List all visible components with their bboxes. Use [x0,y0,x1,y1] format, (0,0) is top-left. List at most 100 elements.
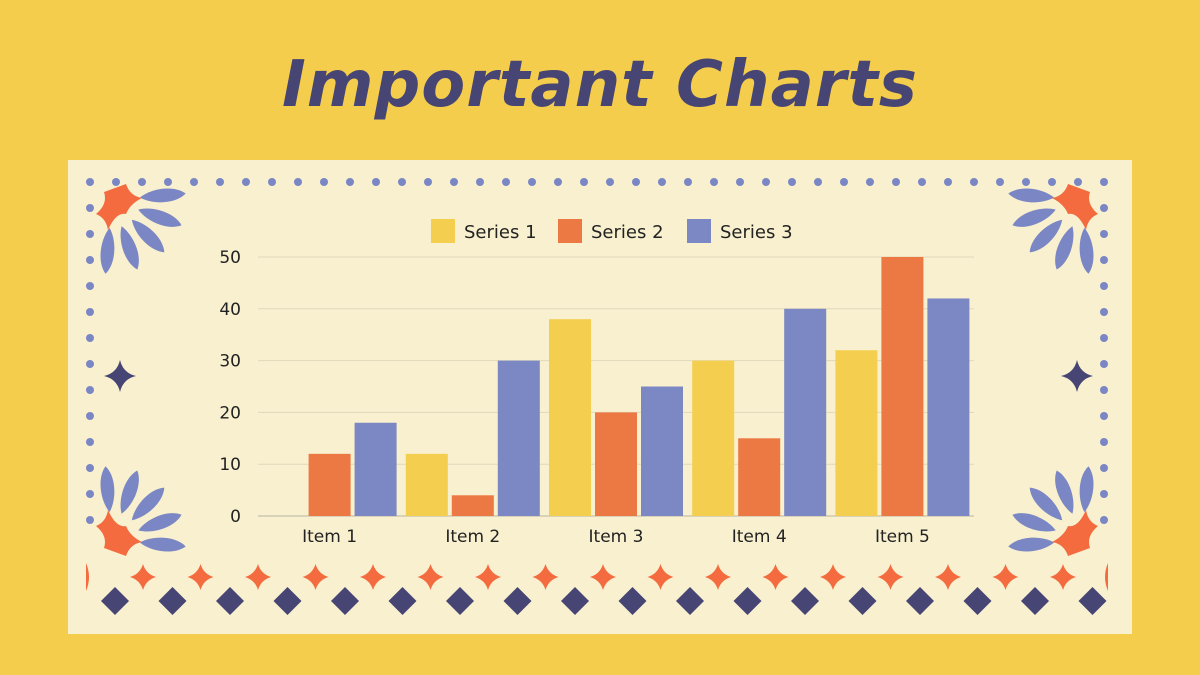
border-dot [1100,360,1108,368]
diamond-ornament [158,587,187,615]
x-tick-label: Item 1 [302,527,357,547]
y-tick-label: 50 [219,248,241,268]
diamond-ornament [791,587,819,615]
petal-shape [139,537,186,552]
bar [308,453,351,516]
diamond-ornament [273,587,302,615]
border-dot [1074,178,1082,186]
border-dot [86,282,94,290]
border-dot [736,178,744,186]
petal-shape [139,188,186,203]
bar [835,350,878,516]
border-dot [86,464,94,472]
bar [405,453,448,516]
orange-flower-shape [96,184,142,230]
orange-flower-shape [1052,510,1098,556]
sparkle-ornament [647,564,674,590]
diamond-ornament [1021,587,1049,615]
border-dot [1100,308,1108,316]
diamond-ornament [503,587,532,615]
legend-swatch [558,219,582,243]
border-dot [788,178,796,186]
petal-shape [1029,487,1063,521]
y-tick-label: 20 [219,403,241,423]
border-dot [320,178,328,186]
sparkle-ornament [360,564,386,590]
border-dot [710,178,718,186]
sparkle-ornament [245,564,271,590]
petal-shape [120,470,139,514]
border-dot [658,178,666,186]
diamond-ornament [906,587,934,615]
diamond-ornament [618,587,647,615]
border-dot [1100,412,1108,420]
x-tick-label: Item 3 [589,527,644,547]
diamond-ornament [676,587,704,615]
corner-flourish-top-left [96,184,186,274]
border-dot [996,178,1004,186]
sparkle-ornament [187,564,214,590]
bar [354,422,397,516]
border-dot [1100,490,1108,498]
legend-label: Series 1 [464,222,537,243]
petal-shape [120,226,139,270]
corner-flourish-bottom-left [96,466,186,556]
border-dot [840,178,848,186]
petal-shape [138,208,182,227]
border-dot [1100,230,1108,238]
border-dot [86,516,94,524]
border-dot [892,178,900,186]
sparkle-ornament [532,564,559,590]
border-dot [502,178,510,186]
border-dot [606,178,614,186]
border-dot [1100,464,1108,472]
petal-shape [1012,513,1056,532]
diamond-ornament [216,587,244,615]
border-dot [86,386,94,394]
corner-flourish-top-right [1008,184,1098,274]
border-dot [86,178,94,186]
border-dot [554,178,562,186]
star-ornament-right [1061,360,1093,392]
petal-shape [1079,466,1094,513]
border-dot [632,178,640,186]
border-dot [242,178,250,186]
border-dot [164,178,172,186]
border-dot [450,178,458,186]
sparkle-ornament [590,564,616,590]
diamond-ornament [963,587,992,615]
sparkle-ornament [877,564,904,590]
border-dot [112,178,120,186]
border-dot [1100,178,1108,186]
diamond-ornament [101,587,129,615]
legend-label: Series 3 [720,222,793,243]
diamond-ornament [733,587,762,615]
border-dot [814,178,822,186]
border-dot [294,178,302,186]
bar [784,308,827,516]
orange-flower-shape [96,510,142,556]
x-tick-label: Item 4 [732,527,787,547]
border-dot [1100,256,1108,264]
border-dot [1022,178,1030,186]
bar [738,438,781,516]
legend-label: Series 2 [591,222,664,243]
y-tick-label: 30 [219,352,241,372]
border-dot [762,178,770,186]
star-ornament-left [104,360,136,392]
border-dot [1100,438,1108,446]
y-tick-label: 40 [219,300,241,320]
petal-shape [1012,208,1056,227]
petal-shape [1008,188,1055,203]
border-dot [86,256,94,264]
border-dot [580,178,588,186]
border-dot [190,178,198,186]
legend-swatch [687,219,711,243]
border-dot [346,178,354,186]
petal-shape [131,219,165,253]
sparkle-ornament [705,564,731,590]
border-dot [86,490,94,498]
border-dot [398,178,406,186]
